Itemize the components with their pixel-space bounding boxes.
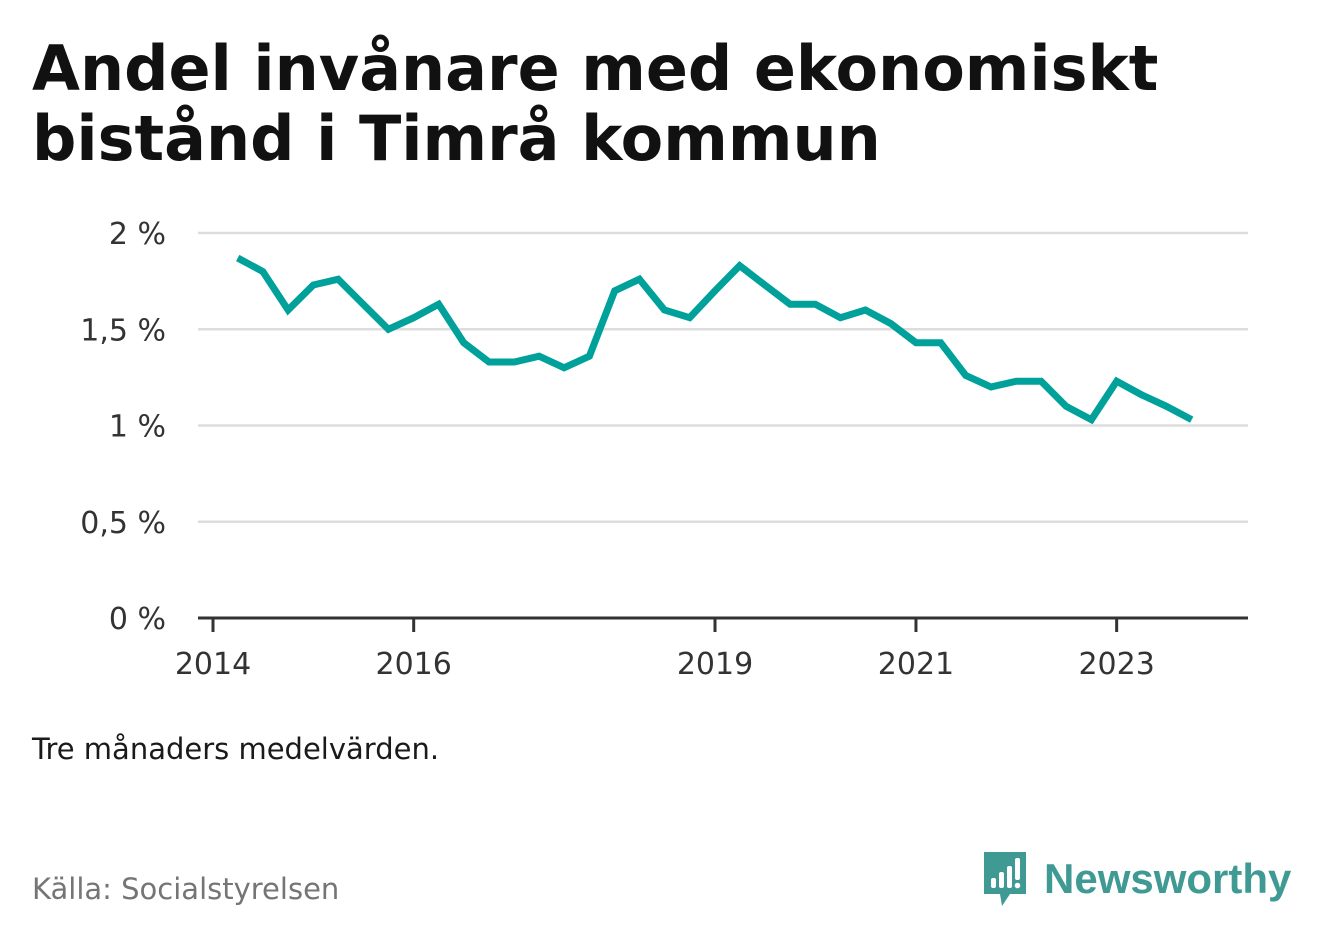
y-tick-label: 1 % — [109, 410, 166, 445]
grid-lines — [198, 231, 1248, 523]
newsworthy-logo: Newsworthy — [980, 848, 1291, 910]
x-tick-label: 2014 — [175, 647, 251, 682]
brand-name: Newsworthy — [1044, 855, 1292, 902]
x-axis: 2014 2016 2019 2021 2023 — [175, 616, 1248, 682]
chart-note: Tre månaders medelvärden. — [32, 732, 440, 766]
y-tick-label: 0 % — [109, 602, 166, 637]
series-line — [236, 254, 1194, 425]
y-tick-label: 1,5 % — [80, 313, 166, 348]
x-tick-label: 2016 — [376, 647, 452, 682]
x-tick-label: 2019 — [677, 647, 753, 682]
bar-chart-icon — [984, 852, 1026, 906]
x-tick-label: 2021 — [878, 647, 954, 682]
source-label: Källa: Socialstyrelsen — [32, 872, 340, 906]
chart-title: Andel invånare med ekonomiskt bistånd i … — [32, 32, 1159, 175]
y-tick-label: 0,5 % — [80, 506, 166, 541]
x-tick-label: 2023 — [1078, 647, 1154, 682]
y-axis-ticks: 0 % 0,5 % 1 % 1,5 % 2 % — [80, 217, 166, 637]
series — [236, 254, 1194, 425]
y-tick-label: 2 % — [109, 217, 166, 252]
line-chart: 0 % 0,5 % 1 % 1,5 % 2 % 2014 2016 2019 2021 2023 — [80, 217, 1248, 682]
